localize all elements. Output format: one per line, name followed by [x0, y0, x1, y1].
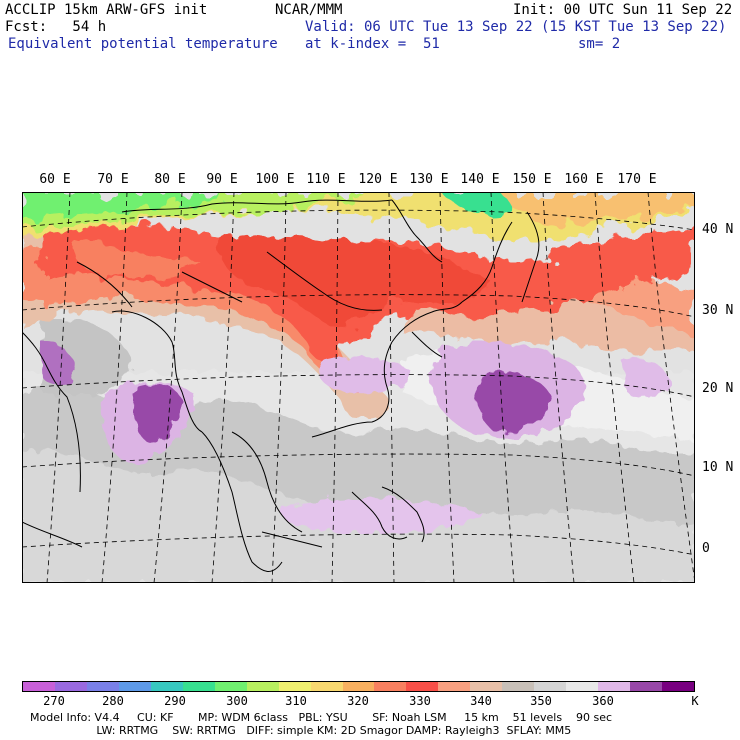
colorbar-segment [534, 682, 567, 691]
colorbar-segment [118, 682, 151, 691]
lon-label: 170 E [617, 172, 657, 187]
colorbar [22, 681, 695, 692]
map-panel [22, 192, 695, 583]
colorbar-tick: 360 [592, 694, 614, 708]
theta-e-field-map [22, 192, 695, 583]
colorbar-tick: 280 [102, 694, 124, 708]
colorbar-segment [438, 682, 471, 691]
colorbar-segment [54, 682, 87, 691]
colorbar-segment [214, 682, 247, 691]
colorbar-tick: 320 [347, 694, 369, 708]
lon-label: 140 E [460, 172, 500, 187]
colorbar-segment [246, 682, 279, 691]
colorbar-tick: 330 [409, 694, 431, 708]
colorbar-tick: 270 [43, 694, 65, 708]
lon-label: 130 E [409, 172, 449, 187]
colorbar-tick: 340 [470, 694, 492, 708]
colorbar-segment [86, 682, 119, 691]
colorbar-segment [182, 682, 215, 691]
level-index: at k-index = 51 [305, 36, 440, 52]
lon-label: 80 E [154, 172, 186, 187]
field-name: Equivalent potential temperature [8, 36, 278, 52]
colorbar-segment [502, 682, 535, 691]
model-info-line1: Model Info: V4.4 CU: KF MP: WDM 6class P… [30, 711, 613, 724]
colorbar-tick: 300 [226, 694, 248, 708]
colorbar-segment [406, 682, 439, 691]
colorbar-segment [150, 682, 183, 691]
colorbar-segment [278, 682, 311, 691]
lat-label: 20 N [702, 381, 734, 396]
colorbar-segment [374, 682, 407, 691]
valid-time: Valid: 06 UTC Tue 13 Sep 22 (15 KST Tue … [305, 19, 727, 35]
lat-label: 30 N [702, 303, 734, 318]
smoothing-label: sm= 2 [578, 36, 621, 52]
colorbar-segment [342, 682, 375, 691]
lat-label: 0 [702, 541, 710, 556]
lon-label: 90 E [206, 172, 238, 187]
graticule [22, 192, 695, 583]
colorbar-segment [662, 682, 695, 691]
lon-label: 160 E [564, 172, 604, 187]
map-frame [22, 192, 695, 583]
model-info-line2: LW: RRTMG SW: RRTMG DIFF: simple KM: 2D … [30, 724, 572, 737]
colorbar-unit: K [691, 694, 699, 708]
lon-label: 70 E [97, 172, 129, 187]
lon-label: 110 E [306, 172, 346, 187]
colorbar-tick: 290 [164, 694, 186, 708]
colorbar-tick: 310 [285, 694, 307, 708]
colorbar-segment [630, 682, 663, 691]
coastlines [22, 199, 540, 572]
model-title: ACCLIP 15km ARW-GFS init [5, 2, 208, 18]
organization-label: NCAR/MMM [275, 2, 343, 18]
lon-label: 100 E [255, 172, 295, 187]
init-time: Init: 00 UTC Sun 11 Sep 22 [513, 2, 733, 18]
lon-label: 60 E [39, 172, 71, 187]
lon-label: 150 E [512, 172, 552, 187]
colorbar-segment [598, 682, 631, 691]
lon-label: 120 E [358, 172, 398, 187]
forecast-hour: Fcst: 54 h [5, 19, 107, 35]
lat-label: 40 N [702, 222, 734, 237]
colorbar-segment [470, 682, 503, 691]
colorbar-tick: 350 [530, 694, 552, 708]
colorbar-segment [310, 682, 343, 691]
colorbar-segment [566, 682, 599, 691]
lat-label: 10 N [702, 460, 734, 475]
colorbar-segment [23, 682, 55, 691]
